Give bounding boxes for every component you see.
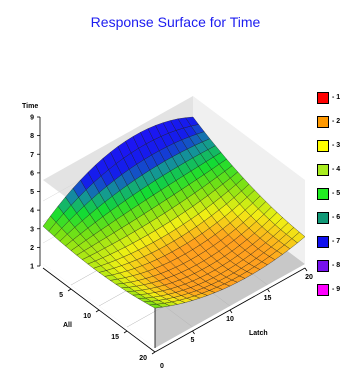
legend-label: - 9 bbox=[332, 286, 341, 293]
x-tick-label: 10 bbox=[226, 316, 234, 323]
y-tick-label: 10 bbox=[83, 313, 91, 320]
x-zero-label: 0 bbox=[160, 363, 164, 370]
z-tick-label: 4 bbox=[30, 208, 34, 215]
legend-label: - 2 bbox=[332, 118, 341, 125]
x-tick bbox=[304, 267, 308, 272]
legend-swatch bbox=[317, 260, 329, 272]
response-surface bbox=[42, 116, 306, 309]
axes: 1 2 3 4 5 6 7 8 9 Time 5 10 15 20 All 0 5 10 15 20 Latch bbox=[22, 103, 313, 370]
z-tick-label: 1 bbox=[30, 264, 34, 271]
x-tick bbox=[192, 330, 195, 335]
legend-item: - 4 bbox=[317, 164, 340, 188]
y-axis-label: All bbox=[63, 322, 72, 329]
y-tick bbox=[123, 330, 128, 334]
z-tick-label: 3 bbox=[30, 226, 34, 233]
z-tick-label: 8 bbox=[30, 133, 34, 140]
z-tick-label: 9 bbox=[30, 115, 34, 122]
y-tick bbox=[151, 351, 156, 355]
surface-cell bbox=[185, 116, 199, 127]
legend-label: - 6 bbox=[332, 214, 341, 221]
legend-swatch bbox=[317, 140, 329, 152]
z-tick-label: 6 bbox=[30, 170, 34, 177]
x-tick bbox=[229, 309, 233, 314]
x-tick-label: 20 bbox=[305, 274, 313, 281]
y-tick-label: 5 bbox=[59, 292, 63, 299]
x-tick-label: 15 bbox=[264, 295, 272, 302]
legend-label: - 5 bbox=[332, 190, 341, 197]
z-tick-label: 7 bbox=[30, 152, 34, 159]
legend-item: - 7 bbox=[317, 236, 340, 260]
x-tick bbox=[267, 288, 270, 293]
z-tick-label: 2 bbox=[30, 245, 34, 252]
legend-label: - 3 bbox=[332, 142, 341, 149]
legend-item: - 6 bbox=[317, 212, 340, 236]
x-axis-label: Latch bbox=[249, 330, 268, 337]
legend-label: - 7 bbox=[332, 238, 341, 245]
legend-item: - 1 bbox=[317, 92, 340, 116]
legend-item: - 3 bbox=[317, 140, 340, 164]
y-tick-label: 15 bbox=[111, 334, 119, 341]
legend-label: - 4 bbox=[332, 166, 341, 173]
legend-swatch bbox=[317, 188, 329, 200]
legend-swatch bbox=[317, 284, 329, 296]
legend-swatch bbox=[317, 212, 329, 224]
legend-item: - 8 bbox=[317, 260, 340, 284]
legend: - 1 - 2 - 3 - 4 - 5 - 6 - 7 - 8 - 9 bbox=[317, 92, 340, 308]
z-tick-label: 5 bbox=[30, 189, 34, 196]
z-axis-label: Time bbox=[22, 103, 38, 110]
chart-title: Response Surface for Time bbox=[90, 14, 261, 30]
legend-swatch bbox=[317, 92, 329, 104]
legend-swatch bbox=[317, 236, 329, 248]
x-tick-label: 5 bbox=[191, 337, 195, 344]
y-tick-label: 20 bbox=[139, 355, 147, 362]
y-tick bbox=[67, 288, 72, 292]
legend-item: - 2 bbox=[317, 116, 340, 140]
legend-label: - 1 bbox=[332, 94, 341, 101]
legend-item: - 9 bbox=[317, 284, 340, 308]
legend-label: - 8 bbox=[332, 262, 341, 269]
legend-swatch bbox=[317, 164, 329, 176]
legend-item: - 5 bbox=[317, 188, 340, 212]
legend-swatch bbox=[317, 116, 329, 128]
y-tick bbox=[95, 309, 100, 313]
